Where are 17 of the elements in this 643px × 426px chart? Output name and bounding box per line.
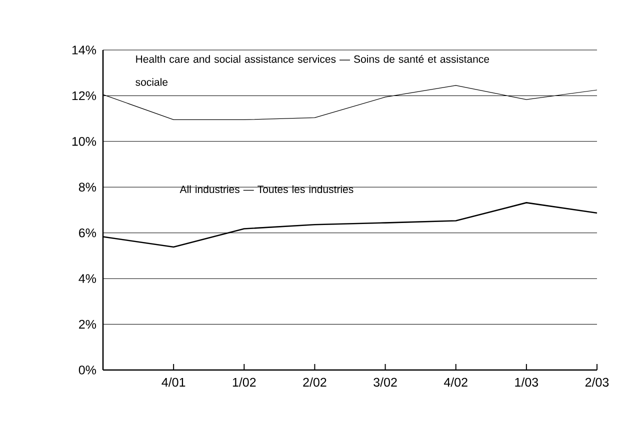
y-tick-label: 4% xyxy=(78,274,96,283)
x-tick-label: 3/02 xyxy=(374,378,397,387)
y-tick-label: 8% xyxy=(78,182,96,192)
x-tick-label: 1/02 xyxy=(232,378,256,387)
y-tick-label: 10% xyxy=(72,137,96,146)
text: Health care and social assistance services — Soins de santé et assistance sociale xyxy=(136,54,490,86)
y-tick-label: 2% xyxy=(79,320,96,329)
text: All industries — Toutes les industries xyxy=(180,185,354,194)
y-tick-label: 14% xyxy=(72,46,96,54)
x-tick-label: 2/03 xyxy=(585,378,609,387)
x-tick-label: 4/01 xyxy=(162,378,186,387)
y-tick-label: 0% xyxy=(78,366,96,374)
x-tick-label: 2/02 xyxy=(303,378,326,387)
x-tick-label: 4/02 xyxy=(444,378,468,387)
y-tick-label: 12% xyxy=(72,91,96,100)
y-tick-label: 6% xyxy=(79,228,96,238)
x-tick-label: 1/03 xyxy=(515,378,538,387)
